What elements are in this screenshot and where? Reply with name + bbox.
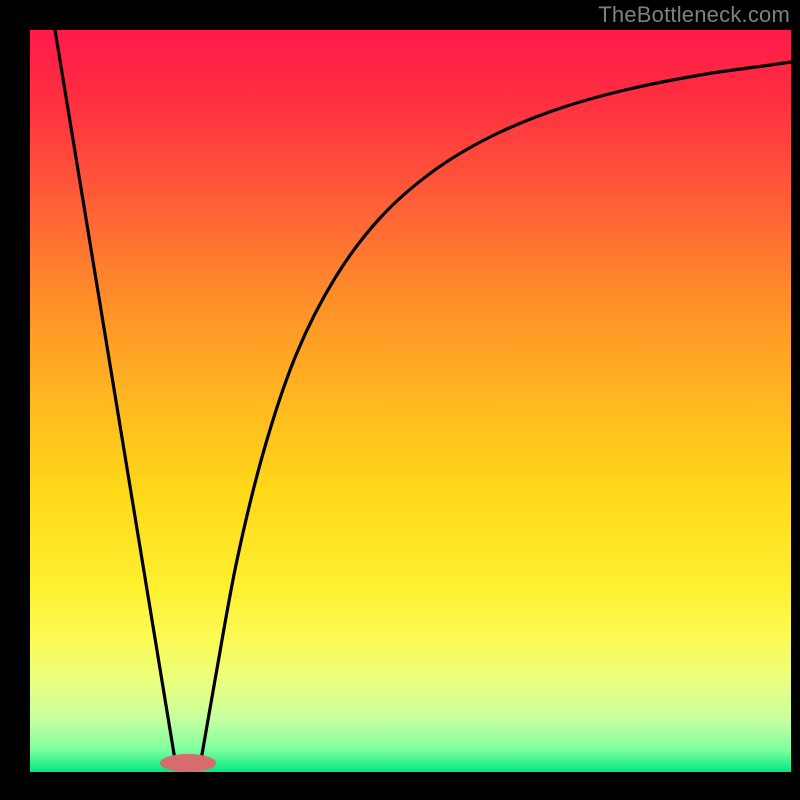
- optimal-marker: [160, 754, 216, 772]
- plot-background: [30, 30, 791, 772]
- chart-container: { "watermark": { "text": "TheBottleneck.…: [0, 0, 800, 800]
- bottleneck-chart: [0, 0, 800, 800]
- watermark-text: TheBottleneck.com: [598, 2, 790, 28]
